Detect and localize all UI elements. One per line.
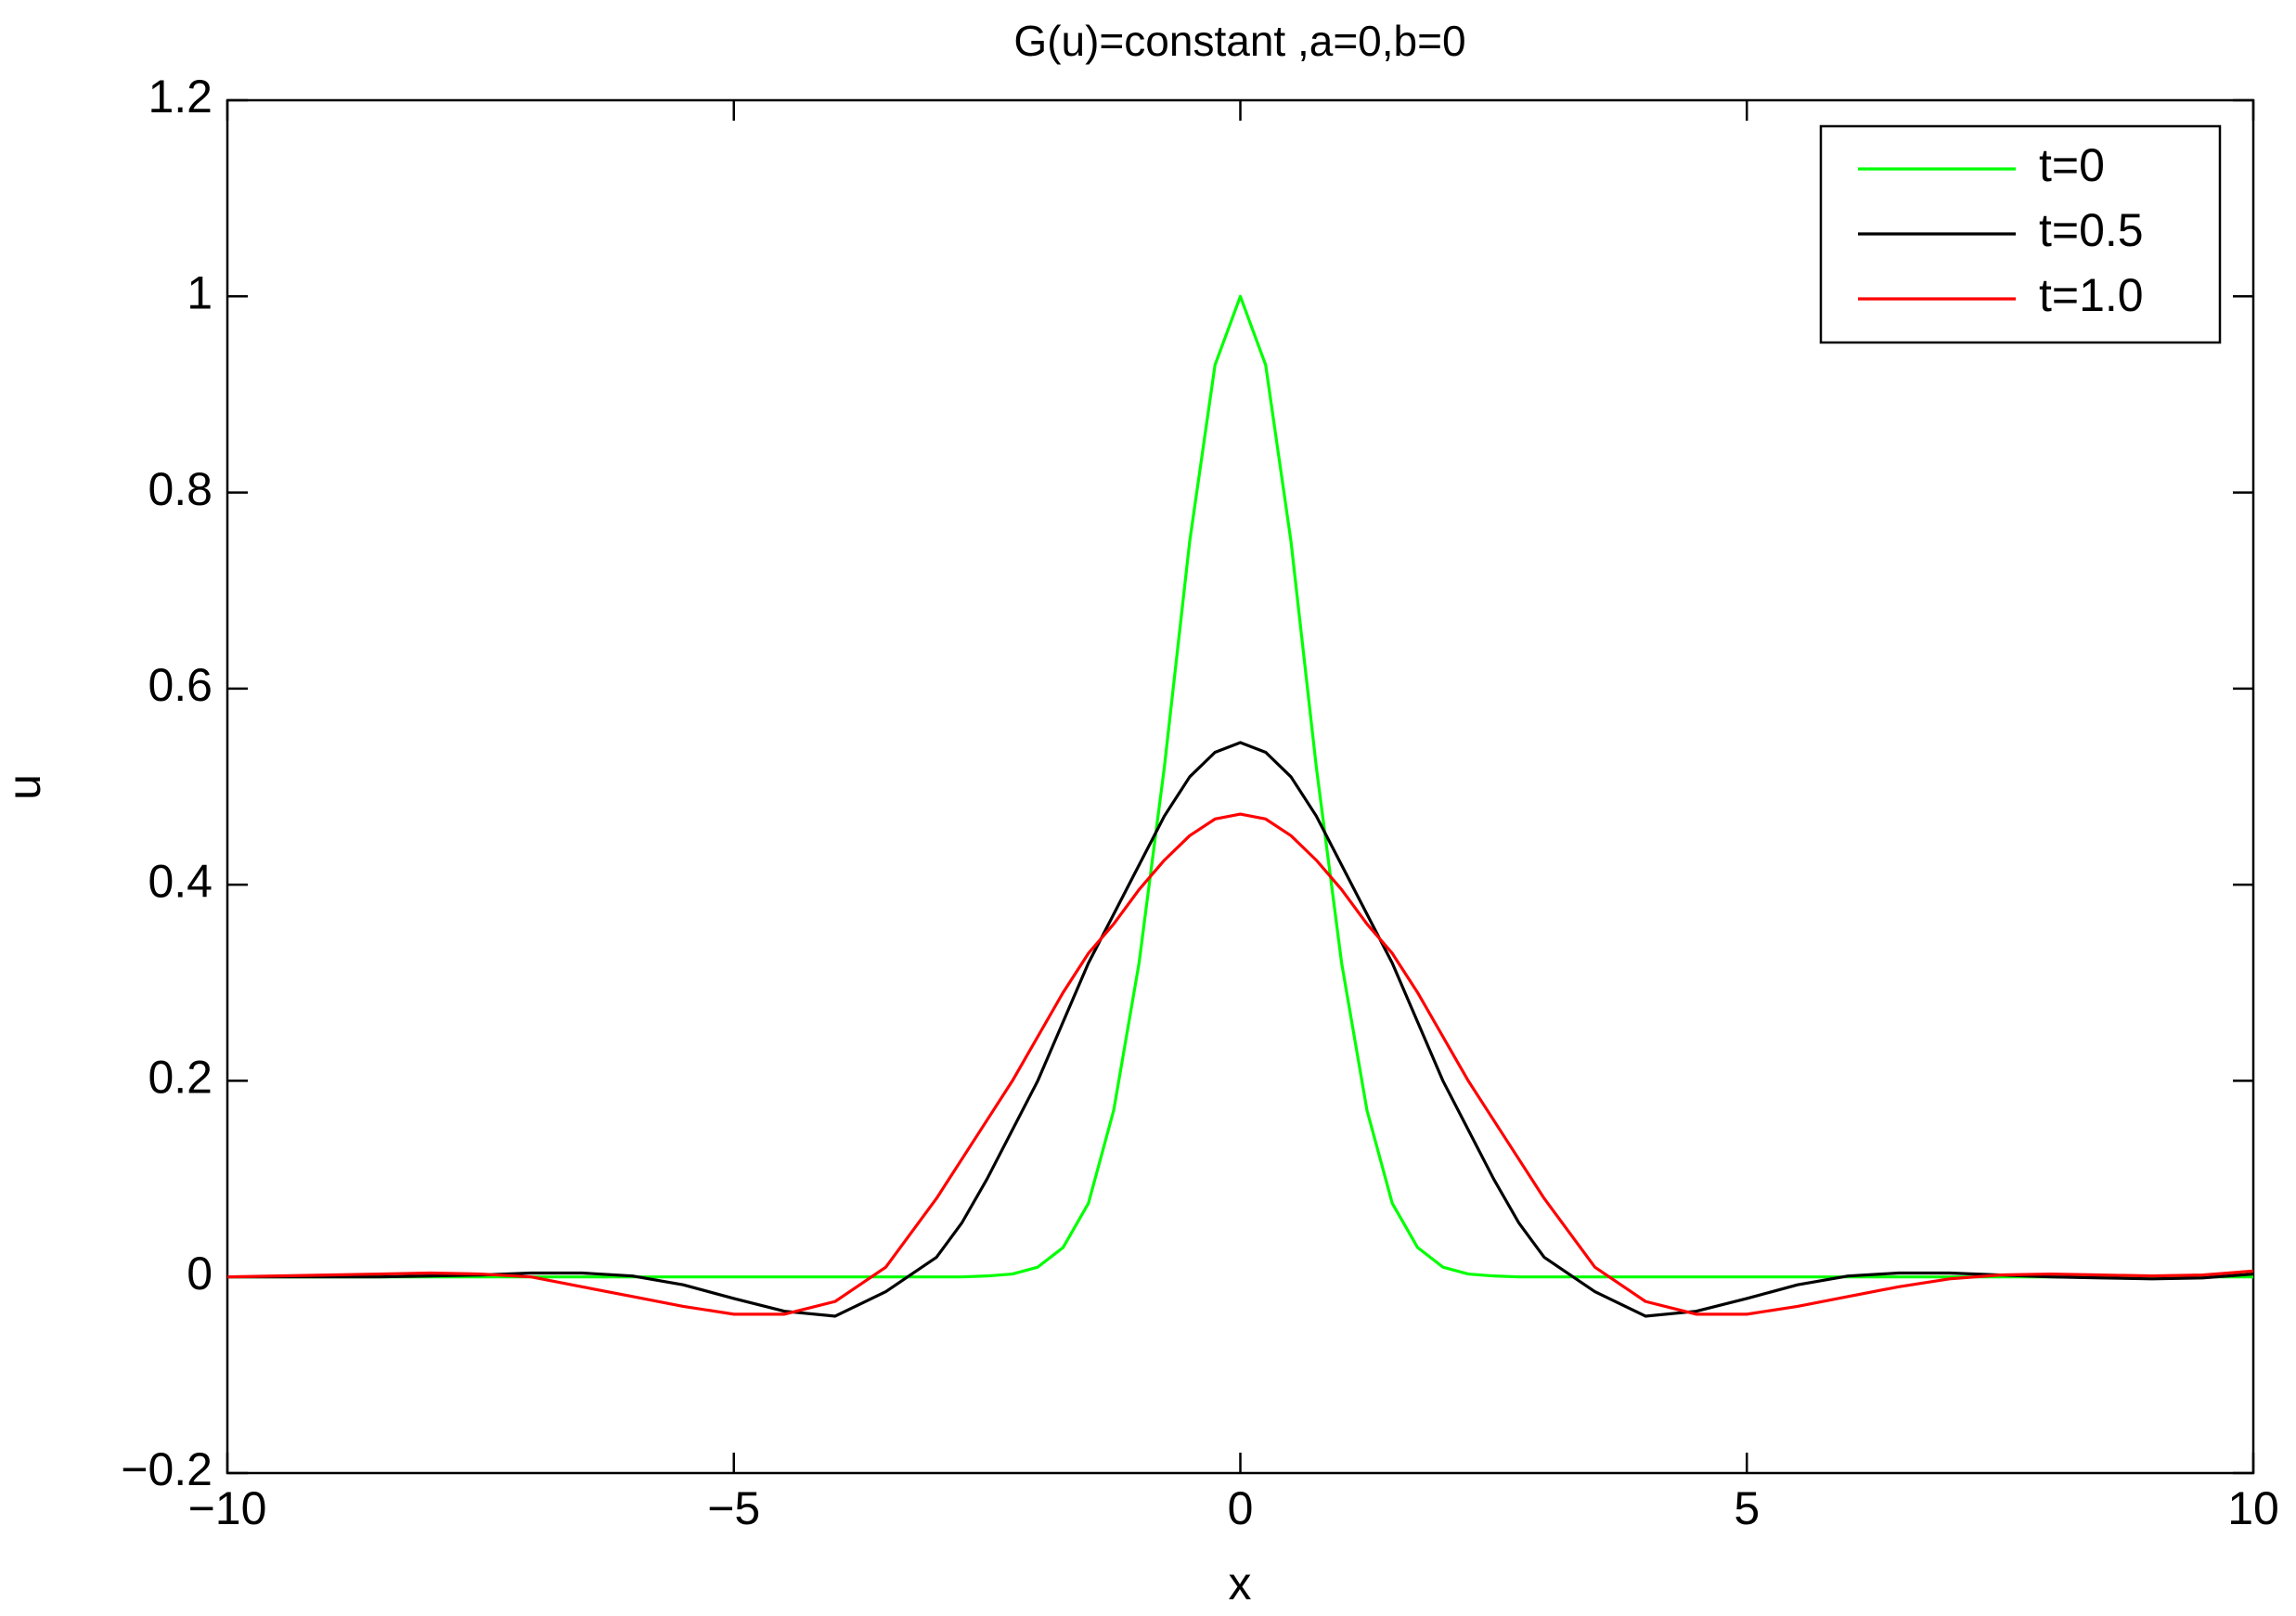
y-tick-label: 0.6 [148, 659, 213, 711]
y-tick-label: 1 [187, 266, 213, 318]
x-tick-label: 5 [1734, 1482, 1760, 1534]
x-tick-label: 0 [1228, 1482, 1254, 1534]
x-tick-label: 10 [2227, 1482, 2279, 1534]
series-line [227, 741, 2254, 1318]
x-tick-label: −10 [188, 1482, 267, 1534]
y-tick-label: 0.2 [148, 1052, 213, 1104]
y-tick-label: 0.8 [148, 463, 213, 515]
x-tick-label: −5 [707, 1482, 760, 1534]
y-tick-label: 0 [187, 1248, 213, 1299]
y-tick-label: 0.4 [148, 855, 213, 907]
legend-label: t=0.5 [2039, 204, 2144, 256]
legend-label: t=0 [2039, 139, 2105, 191]
y-tick-label: 1.2 [148, 71, 213, 123]
chart-title: G(u)=constant ,a=0,b=0 [1013, 17, 1465, 65]
series-line [227, 294, 2253, 1279]
x-axis-label: x [1229, 1558, 1252, 1610]
legend-label: t=1.0 [2039, 269, 2144, 321]
series-line [226, 812, 2254, 1316]
y-tick-label: −0.2 [121, 1443, 213, 1495]
y-axis-label: u [0, 774, 50, 800]
